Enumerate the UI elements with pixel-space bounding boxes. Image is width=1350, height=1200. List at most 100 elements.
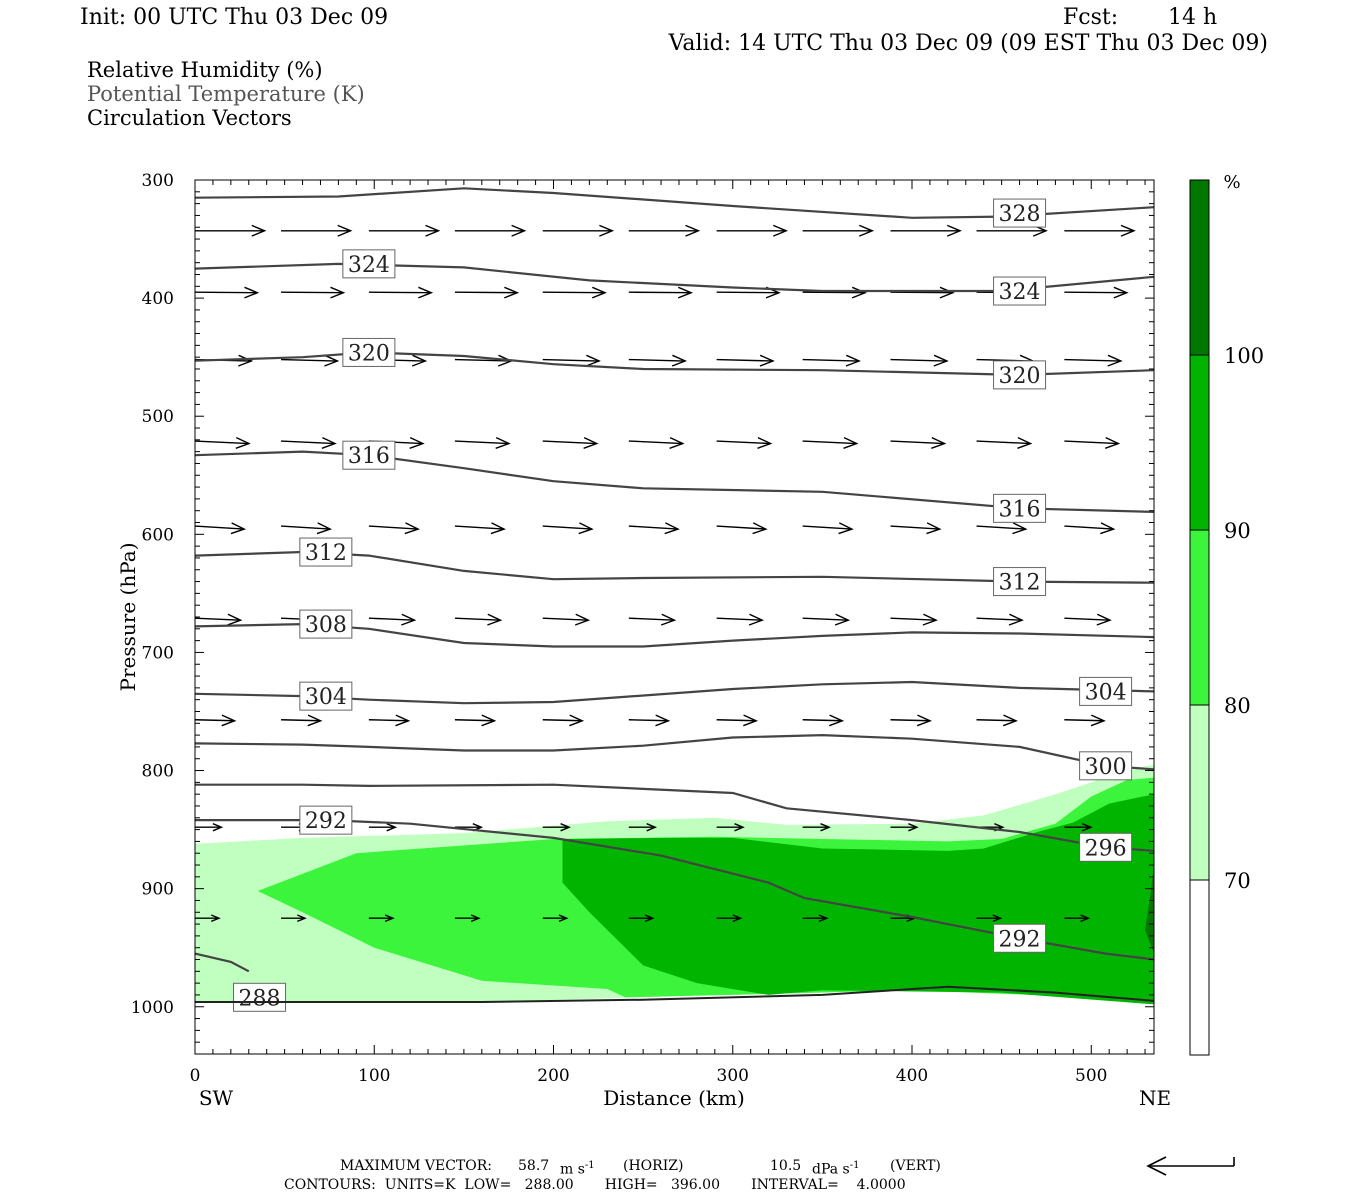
circulation-vector (281, 354, 340, 367)
circulation-vector (1064, 286, 1129, 299)
circulation-vector (280, 522, 333, 535)
circulation-vector (802, 714, 845, 727)
colorbar-label: 70 (1224, 869, 1251, 893)
legend-circulation-vectors: Circulation Vectors (87, 106, 292, 130)
circulation-vector (454, 286, 520, 299)
colorbar-label: 100 (1224, 344, 1264, 368)
y-tick-label: 700 (142, 643, 174, 663)
circulation-vector (454, 714, 497, 727)
colorbar-segment (1190, 355, 1209, 530)
circulation-vector (195, 224, 267, 237)
theta-label-box (1079, 751, 1133, 781)
colorbar-unit: % (1223, 172, 1240, 193)
x-tick-label: 300 (717, 1066, 749, 1086)
axes-layer: 0 100 200 300 400 500 300 400 500 600 700 800 900 100… (131, 171, 1155, 1086)
circulation-vector (1064, 823, 1093, 832)
circulation-vector (716, 914, 743, 923)
circulation-vector (194, 522, 247, 535)
circulation-vector (716, 714, 759, 727)
y-tick-label: 1000 (131, 998, 174, 1018)
colorbar: 70 80 90 100 (1189, 179, 1264, 1056)
forecast-hour: 14 h (1168, 5, 1218, 30)
theta-label-300: 300 (1085, 755, 1127, 780)
rh-region-100 (1145, 865, 1154, 954)
theta-label-312: 312 (999, 571, 1041, 596)
circulation-vector (281, 714, 323, 727)
circulation-vector (542, 613, 591, 626)
circulation-vector (281, 224, 353, 237)
circulation-vector (628, 436, 685, 449)
theta-label-308: 308 (305, 613, 347, 638)
circulation-vector (802, 914, 829, 923)
theta-label-box (993, 198, 1047, 228)
circulation-vector (890, 286, 955, 299)
contours-info: CONTOURS: UNITS=K LOW= 288.00 HIGH= 396.… (284, 1177, 906, 1193)
theta-label-304: 304 (1085, 680, 1127, 705)
circulation-vector (890, 224, 962, 237)
circulation-vector (368, 522, 420, 535)
colorbar-segment (1190, 530, 1209, 705)
circulation-vector (628, 522, 680, 535)
circulation-vector (890, 714, 932, 727)
circulation-vector (195, 914, 221, 923)
circulation-vector (802, 354, 861, 367)
circulation-vector (542, 522, 594, 535)
max-vert-tag: (VERT) (890, 1158, 941, 1174)
y-tick-label: 900 (142, 880, 174, 900)
circulation-vector (454, 613, 503, 626)
x-tick-label: 200 (537, 1066, 569, 1086)
circulation-vector (1064, 714, 1106, 727)
circulation-vector (368, 714, 411, 727)
x-tick-label: 100 (358, 1066, 390, 1086)
theta-label-316: 316 (348, 444, 390, 469)
colorbar-label: 80 (1224, 694, 1251, 718)
forecast-label: Fcst: (1063, 5, 1119, 30)
circulation-vector (542, 286, 607, 299)
circulation-vector (368, 914, 395, 923)
theta-label-box (299, 681, 353, 711)
circulation-vector (368, 613, 417, 626)
circulation-vector (1064, 613, 1112, 626)
colorbar-segment (1190, 705, 1209, 880)
theta-label-304: 304 (305, 685, 347, 710)
circulation-vector (890, 436, 947, 449)
theta-label-box (993, 493, 1047, 523)
x-axis-title: Distance (km) (603, 1086, 745, 1110)
theta-contour-320 (194, 351, 1155, 377)
theta-label-box (342, 440, 396, 470)
max-vector-label: MAXIMUM VECTOR: (340, 1158, 492, 1174)
theta-label-box (993, 276, 1047, 306)
circulation-vector (368, 286, 434, 299)
y-tick-label: 600 (142, 525, 174, 545)
theta-label-324: 324 (348, 253, 390, 278)
circulation-vector (281, 286, 346, 299)
circulation-vector (802, 224, 875, 237)
y-tick-label: 400 (142, 289, 174, 309)
max-vert-unit: dPa s-1 (812, 1160, 860, 1178)
theta-label-box (993, 923, 1047, 953)
max-vert-value: 10.5 (770, 1158, 802, 1174)
circulation-vector (542, 823, 571, 832)
max-vector-arrow-icon (1146, 1156, 1235, 1176)
max-horiz-unit: m s-1 (560, 1160, 595, 1178)
init-time: Init: 00 UTC Thu 03 Dec 09 (80, 5, 389, 30)
theta-label-box (299, 609, 353, 639)
x-tick-label: 500 (1075, 1066, 1107, 1086)
theta-label-box (299, 805, 353, 835)
theta-label-320: 320 (348, 341, 390, 366)
circulation-vector (716, 522, 768, 535)
theta-label-316: 316 (999, 497, 1041, 522)
circulation-vector (1064, 224, 1136, 237)
circulation-vector (628, 914, 655, 923)
circulation-vector (542, 714, 585, 727)
circulation-vector (1064, 914, 1091, 923)
theta-contour-296 (195, 783, 1155, 852)
circulation-vector (195, 823, 224, 832)
circulation-vector (976, 522, 1028, 535)
theta-contour-316 (194, 450, 1155, 513)
circulation-vector (976, 914, 1003, 923)
rh-fill-layer (195, 764, 1154, 1005)
legend-potential-temperature: Potential Temperature (K) (87, 82, 365, 106)
circulation-vector (890, 613, 938, 626)
